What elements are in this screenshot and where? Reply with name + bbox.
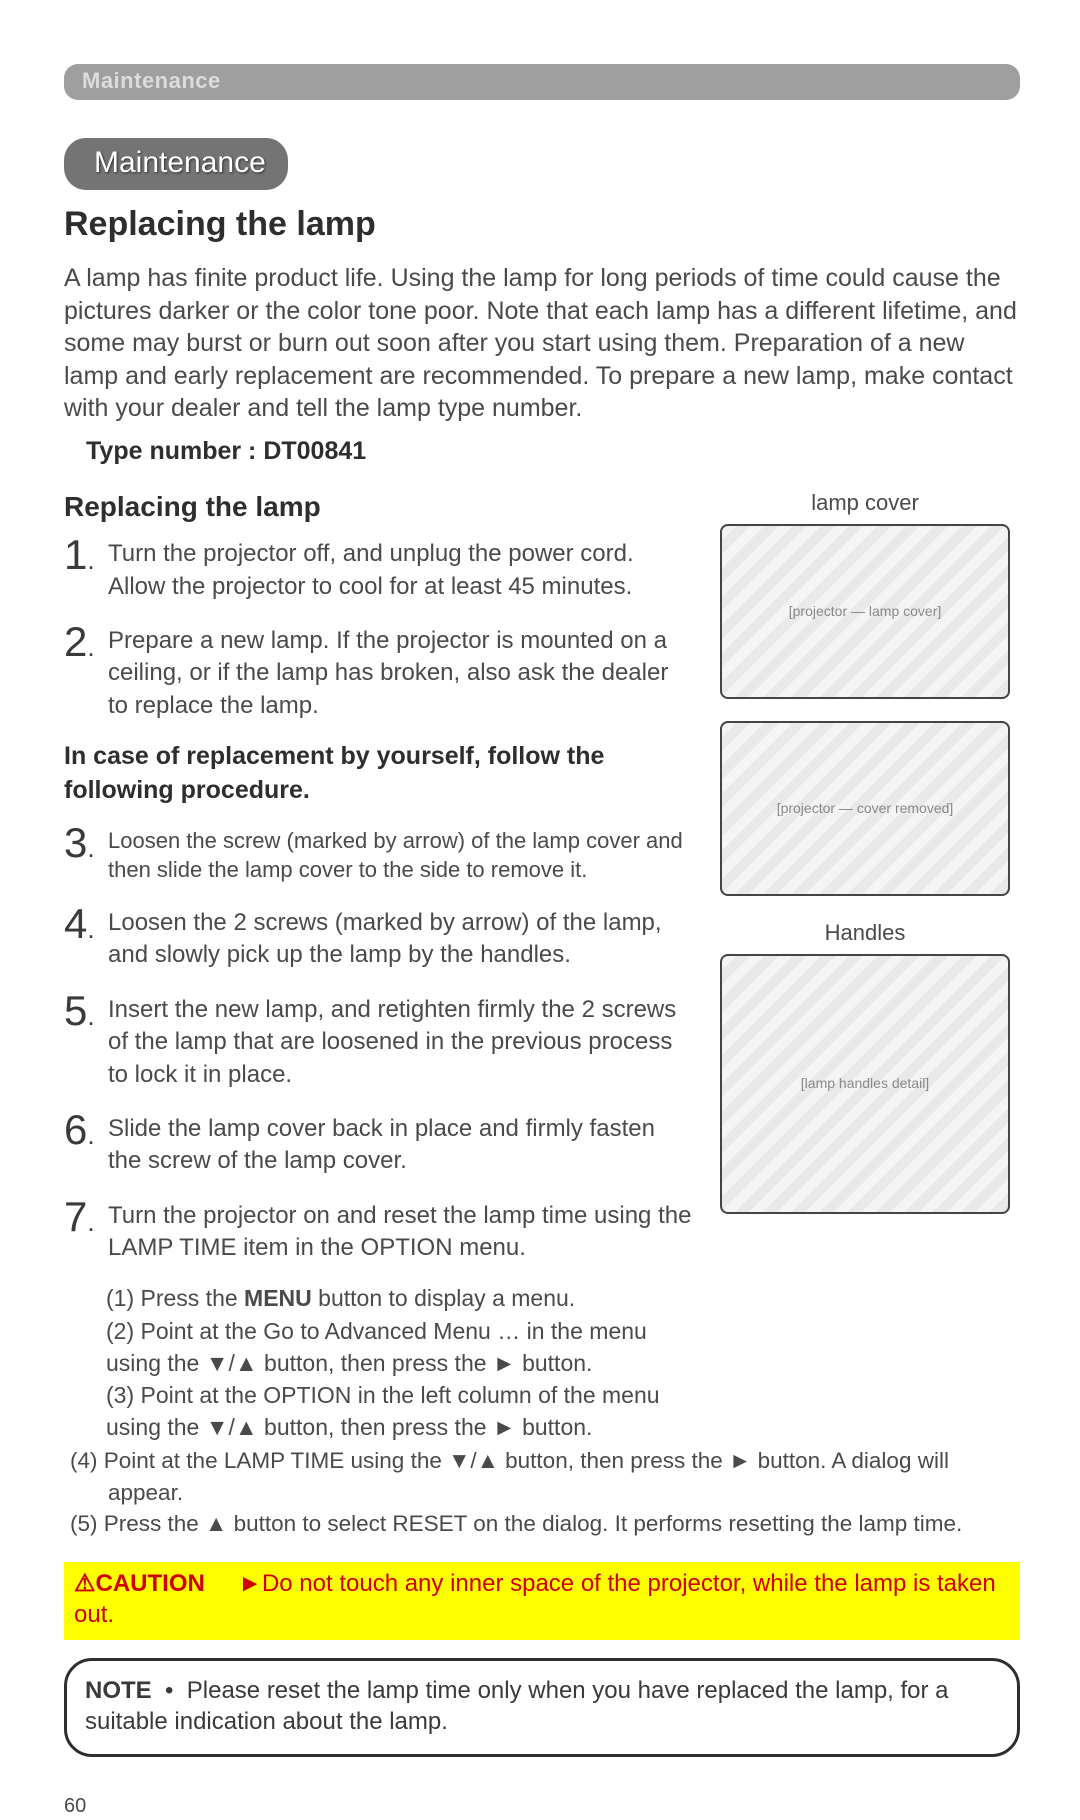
step-7-substeps-wide: (4) Point at the LAMP TIME using the ▼/▲…	[64, 1445, 1020, 1540]
step-number: 6.	[64, 1109, 108, 1178]
substep-line: (1) Press the MENU button to display a m…	[64, 1282, 694, 1314]
step-number: 1.	[64, 534, 108, 603]
section-header-bar: Maintenance	[64, 64, 1020, 100]
step-number: 3.	[64, 822, 108, 885]
section-pill: Maintenance	[64, 138, 288, 191]
note-text: Please reset the lamp time only when you…	[85, 1677, 949, 1735]
step: 4.Loosen the 2 screws (marked by arrow) …	[64, 903, 694, 972]
warning-icon: ⚠	[74, 1570, 96, 1597]
illustration-caption: lamp cover	[710, 488, 1020, 518]
step-number: 7.	[64, 1196, 108, 1265]
note-box: NOTE • Please reset the lamp time only w…	[64, 1658, 1020, 1756]
caution-arrow-icon: ►	[238, 1570, 262, 1597]
page-number: 60	[64, 1793, 1020, 1820]
section-header-label: Maintenance	[82, 68, 221, 93]
step-number: 2.	[64, 621, 108, 722]
step: 3.Loosen the screw (marked by arrow) of …	[64, 822, 694, 885]
illustration-handles: [lamp handles detail]	[720, 954, 1010, 1214]
caution-label: CAUTION	[96, 1570, 205, 1597]
step-text: Turn the projector on and reset the lamp…	[108, 1196, 694, 1265]
substep-line: (2) Point at the Go to Advanced Menu … i…	[64, 1315, 694, 1379]
substep-line: (5) Press the ▲ button to select RESET o…	[64, 1508, 1020, 1540]
illustration-cover-removed: [projector — cover removed]	[720, 721, 1010, 896]
subsection-title: Replacing the lamp	[64, 488, 694, 526]
step: 1.Turn the projector off, and unplug the…	[64, 534, 694, 603]
left-column: Replacing the lamp 1.Turn the projector …	[64, 488, 694, 1443]
step-text: Prepare a new lamp. If the projector is …	[108, 621, 694, 722]
illustration-caption: Handles	[710, 918, 1020, 948]
caution-box: ⚠CAUTION ►Do not touch any inner space o…	[64, 1562, 1020, 1640]
substep-line: (4) Point at the LAMP TIME using the ▼/▲…	[64, 1445, 1020, 1508]
caution-text: Do not touch any inner space of the proj…	[74, 1570, 996, 1628]
illustration-column: lamp cover [projector — lamp cover] [pro…	[710, 488, 1020, 1443]
step-text: Loosen the screw (marked by arrow) of th…	[108, 822, 694, 885]
step-number: 5.	[64, 990, 108, 1091]
section-pill-label: Maintenance	[94, 146, 266, 179]
step-text: Slide the lamp cover back in place and f…	[108, 1109, 694, 1178]
type-number: Type number : DT00841	[86, 435, 1020, 469]
step-text: Loosen the 2 screws (marked by arrow) of…	[108, 903, 694, 972]
step: 7.Turn the projector on and reset the la…	[64, 1196, 694, 1265]
step-number: 4.	[64, 903, 108, 972]
step-7-substeps: (1) Press the MENU button to display a m…	[64, 1282, 694, 1443]
page-title: Replacing the lamp	[64, 202, 1020, 248]
step: 5.Insert the new lamp, and retighten fir…	[64, 990, 694, 1091]
substep-line: (3) Point at the OPTION in the left colu…	[64, 1379, 694, 1443]
intro-paragraph: A lamp has finite product life. Using th…	[64, 262, 1020, 425]
step-text: Turn the projector off, and unplug the p…	[108, 534, 694, 603]
step: 6.Slide the lamp cover back in place and…	[64, 1109, 694, 1178]
note-bullet-icon: •	[165, 1677, 173, 1704]
step: 2.Prepare a new lamp. If the projector i…	[64, 621, 694, 722]
illustration-lamp-cover: [projector — lamp cover]	[720, 524, 1010, 699]
note-label: NOTE	[85, 1677, 152, 1704]
step-text: Insert the new lamp, and retighten firml…	[108, 990, 694, 1091]
procedure-subhead: In case of replacement by yourself, foll…	[64, 740, 694, 808]
